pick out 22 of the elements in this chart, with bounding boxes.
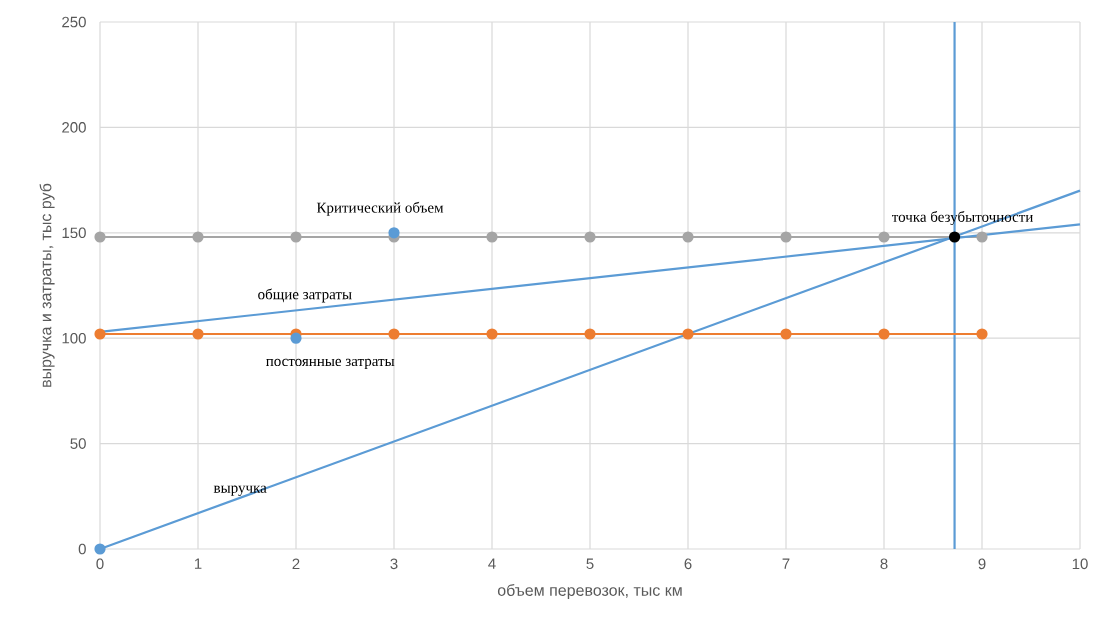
x-tick-label: 0 (96, 558, 104, 570)
x-tick-label: 2 (292, 558, 300, 570)
y-tick-label: 50 (70, 438, 86, 449)
y-axis-title: выручка и затраты, тыс руб (39, 183, 55, 387)
x-tick-label: 4 (488, 558, 496, 569)
x-axis-title: объем перевозок, тыс км (497, 584, 682, 600)
y-tick-label: 100 (62, 332, 86, 344)
x-tick-label: 9 (978, 558, 986, 570)
y-tick-label: 0 (78, 543, 86, 555)
y-tick-label: 150 (62, 227, 86, 239)
x-tick-label: 1 (194, 558, 202, 569)
x-tick-label: 3 (390, 558, 398, 570)
x-tick-label: 7 (782, 558, 790, 569)
y-tick-label: 200 (62, 122, 86, 133)
series-label: Критический объем (316, 201, 444, 216)
series-label: общие затраты (258, 288, 352, 303)
y-tick-label: 250 (62, 16, 86, 28)
x-tick-label: 8 (880, 558, 888, 570)
x-tick-label: 6 (684, 558, 692, 570)
series-label: постоянные затраты (266, 358, 395, 370)
x-tick-label: 10 (1072, 558, 1088, 570)
x-tick-label: 5 (586, 558, 594, 569)
